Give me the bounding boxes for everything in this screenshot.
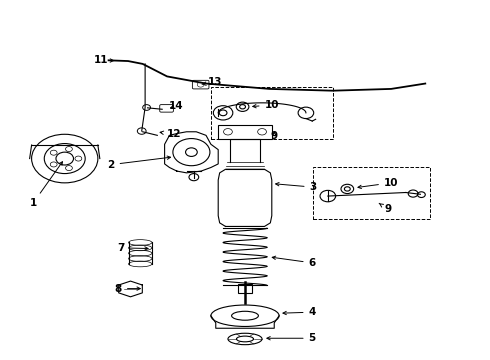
Bar bbox=[238, 284, 252, 293]
Text: 13: 13 bbox=[202, 77, 222, 87]
Bar bbox=[313, 167, 430, 219]
Text: 12: 12 bbox=[160, 129, 182, 139]
Text: 3: 3 bbox=[276, 182, 317, 192]
Text: 10: 10 bbox=[253, 100, 279, 110]
Text: 8: 8 bbox=[115, 284, 140, 294]
Bar bbox=[218, 125, 272, 139]
Text: 1: 1 bbox=[29, 162, 63, 208]
Text: 10: 10 bbox=[358, 178, 398, 189]
Text: 5: 5 bbox=[267, 333, 316, 343]
Text: 9: 9 bbox=[379, 203, 392, 214]
Bar bbox=[211, 87, 333, 139]
Text: 4: 4 bbox=[283, 307, 316, 317]
Text: 11: 11 bbox=[94, 55, 114, 65]
Text: 2: 2 bbox=[107, 156, 171, 170]
Text: 14: 14 bbox=[169, 102, 183, 111]
Text: 7: 7 bbox=[117, 243, 148, 253]
Text: 6: 6 bbox=[272, 256, 316, 268]
Text: 9: 9 bbox=[270, 131, 278, 141]
